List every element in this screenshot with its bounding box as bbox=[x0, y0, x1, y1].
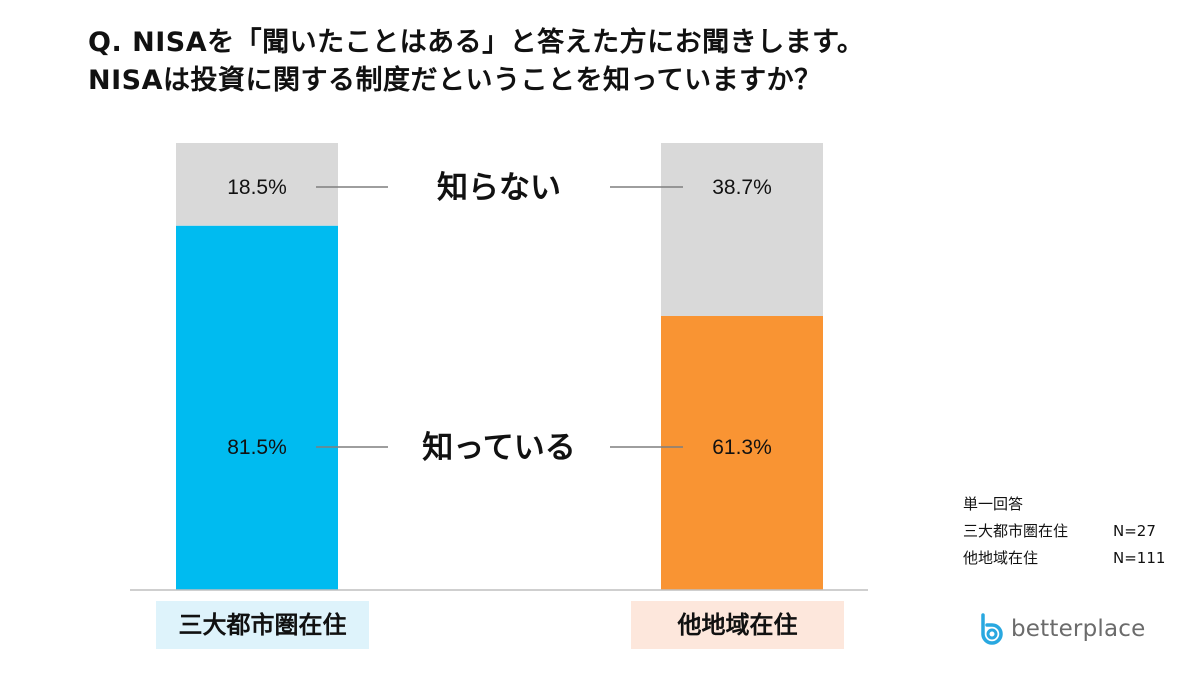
note-row-metro: 三大都市圏在住 N=27 bbox=[963, 518, 1165, 545]
bar-segment-know-1 bbox=[661, 315, 823, 590]
note-row-other: 他地域在住 N=111 bbox=[963, 545, 1165, 572]
title-line-2: NISAは投資に関する制度だということを知っていますか？ bbox=[88, 65, 822, 96]
note-n-other: N=111 bbox=[1113, 549, 1166, 567]
note-n-metro: N=27 bbox=[1113, 522, 1156, 540]
category-label-metro: 三大都市圏在住 bbox=[156, 601, 369, 649]
answer-type: 単一回答 bbox=[963, 495, 1024, 513]
data-label-know-1: 61.3% bbox=[712, 436, 772, 459]
data-label-know-0: 81.5% bbox=[227, 436, 287, 459]
logo-mark-icon bbox=[981, 613, 1003, 645]
category-label-other: 他地域在住 bbox=[631, 601, 844, 649]
bar-segment-know-0 bbox=[176, 225, 338, 590]
title-line-1: Q. NISAを「聞いたことはある」と答えた方にお聞きします。 bbox=[88, 27, 865, 58]
logo-text: betterplace bbox=[1011, 616, 1146, 642]
data-label-dont-know-1: 38.7% bbox=[712, 176, 772, 199]
chart-title: Q. NISAを「聞いたことはある」と答えた方にお聞きします。 NISAは投資に… bbox=[88, 24, 864, 100]
note-label-other: 他地域在住 bbox=[963, 549, 1039, 567]
series-label-know: 知っている bbox=[422, 430, 575, 466]
series-label-dont-know: 知らない bbox=[437, 170, 561, 206]
note-label-metro: 三大都市圏在住 bbox=[963, 522, 1069, 540]
betterplace-logo: betterplace bbox=[977, 612, 1145, 646]
sample-note: 単一回答 三大都市圏在住 N=27 他地域在住 N=111 bbox=[963, 491, 1165, 572]
bar-segment-dont-know-1 bbox=[661, 143, 823, 316]
data-label-dont-know-0: 18.5% bbox=[227, 176, 287, 199]
bar-segment-dont-know-0 bbox=[176, 143, 338, 226]
